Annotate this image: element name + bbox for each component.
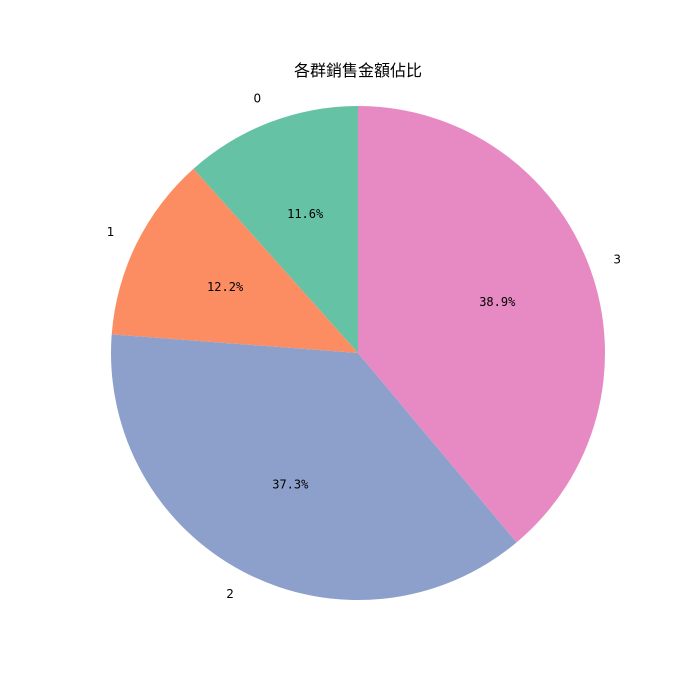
chart-title: 各群銷售金額佔比 [294,61,422,80]
percent-label-3: 38.9% [479,295,516,309]
category-label-1: 1 [107,225,115,239]
percent-label-0: 11.6% [287,207,324,221]
pie-slice-3 [358,106,605,543]
category-label-3: 3 [613,253,621,267]
pie-slice-2 [110,334,517,601]
pie-labels: 0 11.6% 1 12.2% 2 37.3% 3 38.9% [107,92,621,602]
percent-label-2: 37.3% [272,477,309,491]
pie-slice-0 [193,106,358,353]
category-label-0: 0 [254,92,262,106]
pie-slice-1 [111,168,358,353]
pie-slices [110,106,605,601]
category-label-2: 2 [226,587,234,601]
percent-label-1: 12.2% [207,280,244,294]
